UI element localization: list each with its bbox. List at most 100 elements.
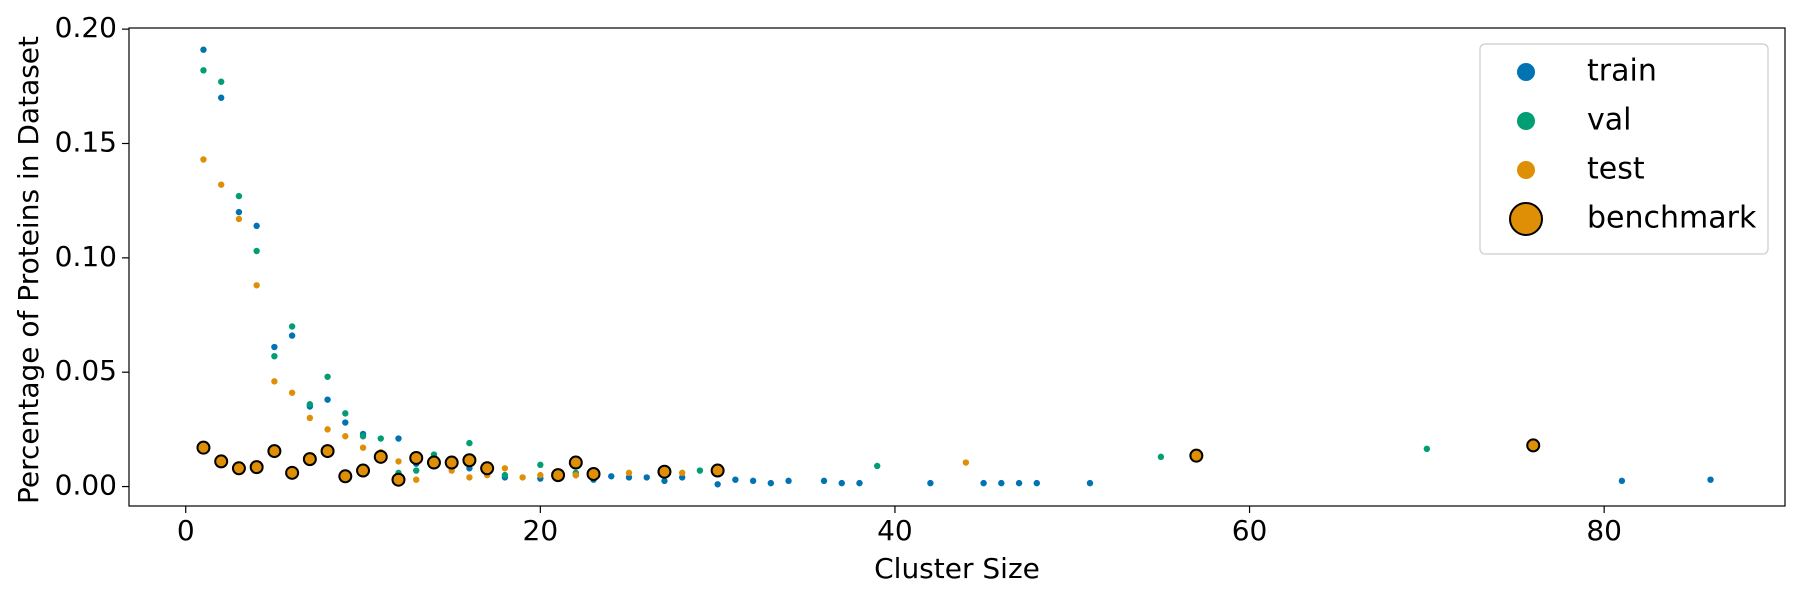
y-tick-label: 0.15 bbox=[55, 125, 117, 158]
scatter-point bbox=[1086, 479, 1094, 487]
scatter-point bbox=[356, 463, 371, 478]
scatter-point bbox=[1618, 477, 1626, 485]
scatter-point bbox=[519, 474, 526, 481]
scatter-point bbox=[235, 192, 243, 200]
x-tick-label: 40 bbox=[877, 514, 913, 547]
scatter-point bbox=[235, 208, 243, 216]
scatter-point bbox=[253, 222, 260, 230]
legend-marker bbox=[1517, 161, 1535, 179]
x-tick-label: 0 bbox=[177, 514, 195, 547]
scatter-point bbox=[391, 472, 406, 487]
scatter-point bbox=[288, 389, 296, 396]
scatter-point bbox=[678, 474, 686, 481]
scatter-point bbox=[342, 410, 349, 417]
scatter-point bbox=[373, 449, 388, 464]
scatter-point bbox=[1189, 448, 1204, 463]
scatter-point bbox=[714, 481, 721, 488]
scatter-point bbox=[1526, 438, 1541, 453]
scatter-point bbox=[586, 466, 601, 481]
x-tick-label: 80 bbox=[1586, 514, 1622, 547]
scatter-point bbox=[1423, 445, 1431, 453]
scatter-point bbox=[661, 477, 668, 485]
scatter-point bbox=[998, 479, 1005, 487]
scatter-point bbox=[338, 469, 353, 484]
scatter-point bbox=[306, 401, 314, 408]
scatter-point bbox=[962, 459, 970, 466]
scatter-point bbox=[444, 455, 459, 470]
scatter-point bbox=[608, 473, 615, 480]
scatter-point bbox=[696, 467, 704, 474]
scatter-point bbox=[838, 479, 845, 487]
y-tick-label: 0.10 bbox=[55, 240, 117, 273]
scatter-point bbox=[271, 352, 278, 360]
scatter-point bbox=[1015, 479, 1023, 487]
scatter-point bbox=[249, 460, 264, 475]
scatter-point bbox=[409, 450, 424, 465]
plot-frame bbox=[128, 27, 1786, 507]
legend-marker bbox=[1517, 63, 1535, 81]
scatter-point bbox=[271, 343, 278, 351]
scatter-point bbox=[551, 468, 566, 483]
scatter-point bbox=[537, 461, 544, 469]
scatter-point bbox=[537, 471, 544, 479]
legend-label: train bbox=[1587, 54, 1657, 89]
scatter-point bbox=[643, 474, 650, 481]
scatter-point bbox=[196, 440, 211, 455]
scatter-point bbox=[480, 461, 495, 476]
scatter-point bbox=[342, 433, 349, 440]
scatter-point bbox=[1033, 479, 1040, 487]
scatter-point bbox=[217, 181, 225, 188]
scatter-point bbox=[288, 323, 296, 330]
scatter-point bbox=[466, 439, 473, 447]
scatter-point bbox=[267, 444, 282, 459]
scatter-point bbox=[359, 433, 367, 440]
scatter-point bbox=[395, 458, 402, 465]
scatter-point bbox=[820, 477, 828, 485]
scatter-point bbox=[231, 461, 246, 476]
scatter-point bbox=[678, 469, 686, 477]
x-tick-label: 60 bbox=[1232, 514, 1268, 547]
scatter-point bbox=[501, 471, 509, 479]
x-tick-label: 20 bbox=[523, 514, 559, 547]
scatter-point bbox=[200, 46, 207, 53]
scatter-point bbox=[324, 396, 331, 403]
scatter-point bbox=[200, 67, 207, 74]
scatter-point bbox=[413, 467, 420, 474]
scatter-point bbox=[359, 444, 367, 451]
scatter-point bbox=[217, 94, 225, 101]
scatter-point bbox=[235, 215, 243, 223]
y-tick-label: 0.05 bbox=[55, 354, 117, 387]
x-axis-label: Cluster Size bbox=[874, 552, 1040, 585]
scatter-point bbox=[767, 479, 775, 487]
scatter-point bbox=[1707, 476, 1714, 483]
scatter-point bbox=[625, 469, 633, 477]
scatter-point bbox=[413, 476, 420, 483]
scatter-point bbox=[253, 247, 260, 255]
scatter-point bbox=[320, 444, 335, 459]
y-tick-label: 0.00 bbox=[55, 469, 117, 502]
legend-marker bbox=[1509, 202, 1543, 236]
scatter-point bbox=[732, 476, 739, 483]
scatter-point bbox=[501, 465, 509, 472]
scatter-point bbox=[302, 452, 317, 467]
scatter-point bbox=[395, 435, 402, 442]
legend-label: benchmark bbox=[1587, 201, 1757, 236]
scatter-point bbox=[856, 479, 863, 487]
scatter-point bbox=[426, 455, 441, 470]
scatter-point bbox=[288, 332, 296, 339]
scatter-point bbox=[324, 373, 331, 380]
scatter-point bbox=[306, 414, 314, 422]
scatter-point bbox=[980, 479, 987, 487]
legend-label: test bbox=[1587, 152, 1645, 187]
legend-marker bbox=[1517, 112, 1535, 130]
y-tick-label: 0.20 bbox=[55, 11, 117, 44]
scatter-point bbox=[217, 78, 225, 85]
scatter-point bbox=[466, 474, 473, 481]
scatter-point bbox=[625, 474, 633, 481]
scatter-point bbox=[200, 156, 207, 163]
legend-label: val bbox=[1587, 103, 1631, 138]
scatter-point bbox=[710, 463, 725, 478]
scatter-point bbox=[657, 464, 672, 479]
scatter-point bbox=[342, 419, 349, 426]
